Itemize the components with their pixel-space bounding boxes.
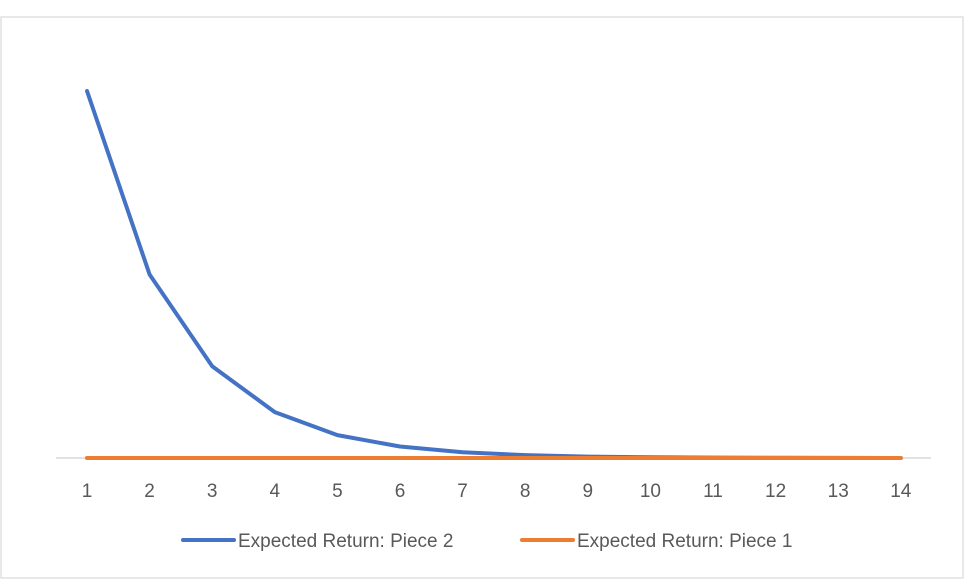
x-tick-label: 4 <box>270 481 281 502</box>
x-tick-label: 6 <box>395 481 406 502</box>
x-tick-label: 10 <box>640 481 661 502</box>
x-tick-label: 8 <box>520 481 531 502</box>
x-tick-label: 3 <box>207 481 218 502</box>
x-tick-label: 12 <box>765 481 786 502</box>
legend: Expected Return: Piece 2 Expected Return:… <box>181 531 792 552</box>
x-tick-label: 1 <box>82 481 93 502</box>
x-tick-label: 14 <box>890 481 912 502</box>
x-tick-labels: 1 2 3 4 5 6 7 8 9 10 11 12 13 14 <box>82 481 912 502</box>
x-tick-label: 11 <box>703 481 723 502</box>
x-tick-label: 2 <box>144 481 155 502</box>
chart-border <box>0 16 964 579</box>
x-tick-label: 9 <box>583 481 594 502</box>
legend-label-1: Expected Return: Piece 2 <box>238 531 453 552</box>
x-tick-label: 13 <box>828 481 849 502</box>
series-layer <box>85 89 903 460</box>
x-tick-label: 5 <box>332 481 343 502</box>
x-tick-label: 7 <box>457 481 468 502</box>
legend-label-2: Expected Return: Piece 1 <box>577 531 792 552</box>
